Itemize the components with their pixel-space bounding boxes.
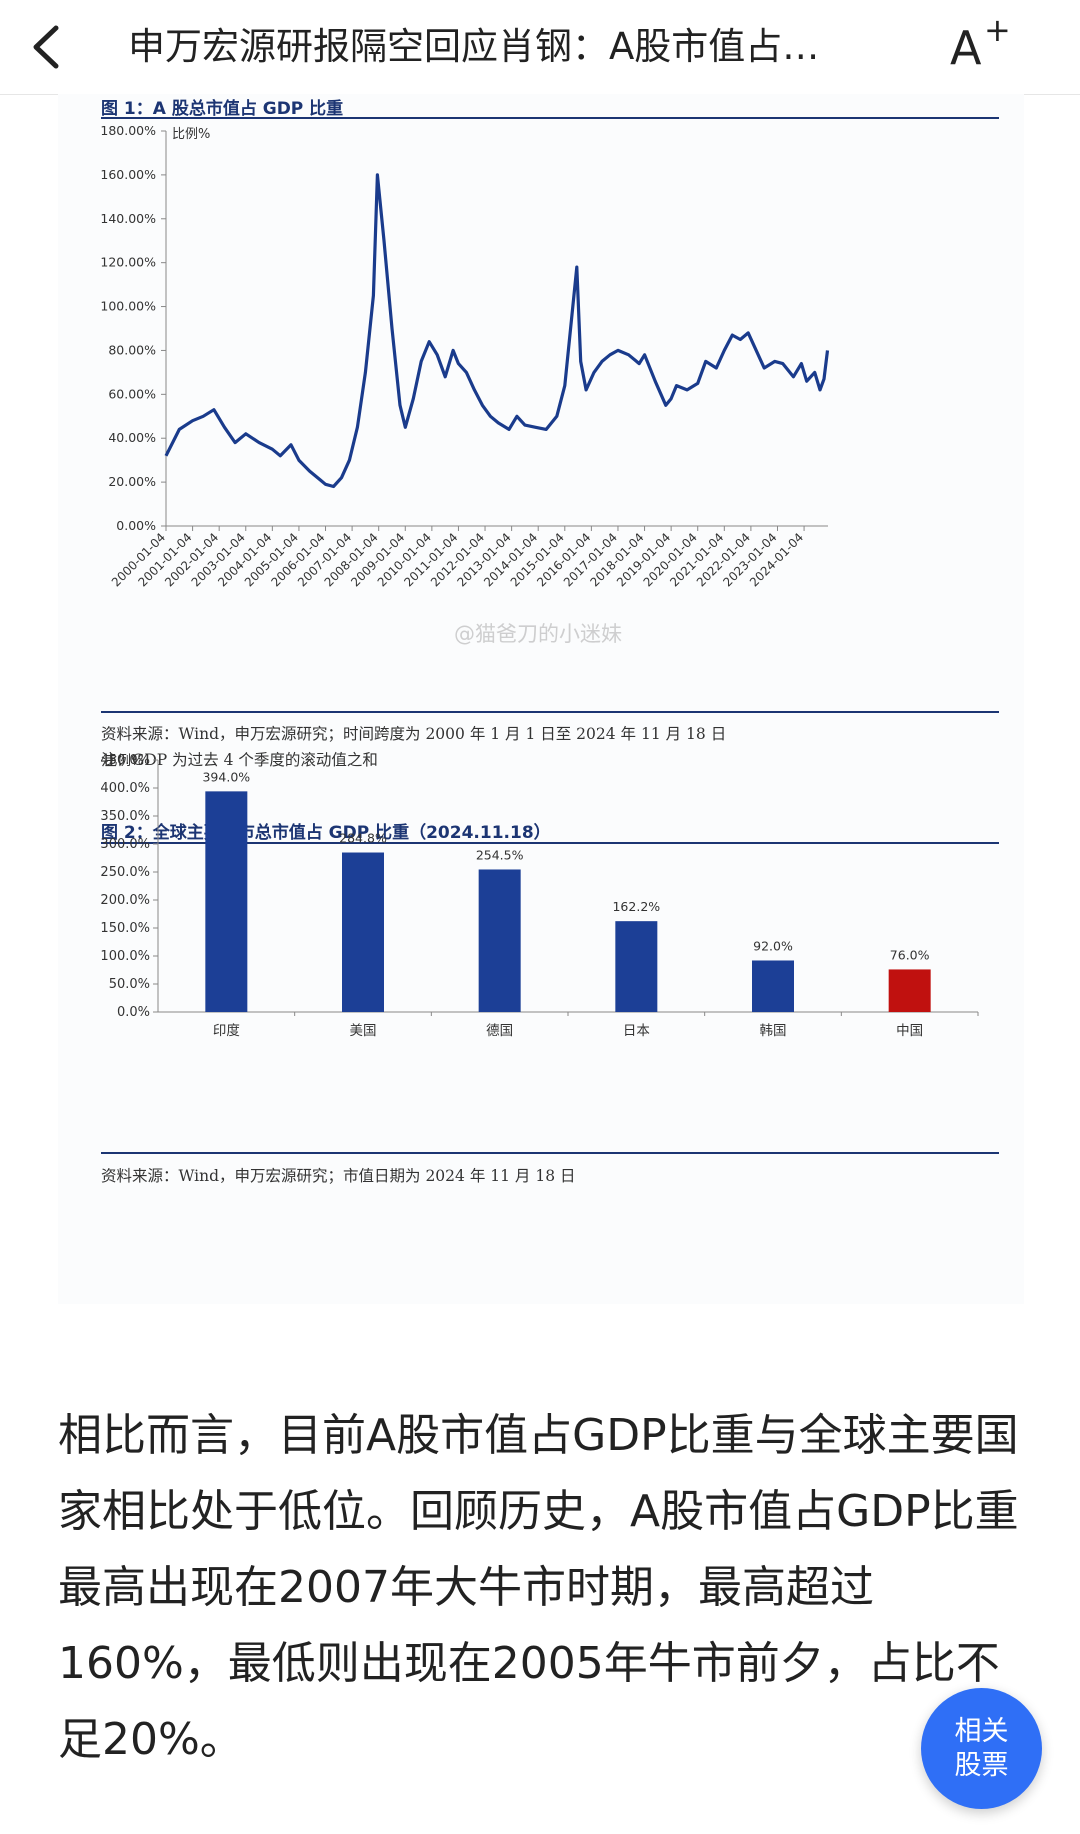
back-button[interactable] [26,22,74,72]
y-tick-label: 200.0% [100,893,150,908]
bar-value-label: 394.0% [202,769,250,784]
figure2-top-rule [101,842,999,844]
bar-value-label: 76.0% [890,947,930,962]
top-bar: 申万宏源研报隔空回应肖钢：A股市值占… A + [0,0,1080,95]
bar [342,852,384,1012]
related-stocks-label-2: 股票 [954,1749,1009,1781]
x-tick-label: 美国 [350,1023,377,1039]
figure2-source: 资料来源：Wind，申万宏源研究；市值日期为 2024 年 11 月 18 日 [101,1167,576,1185]
x-tick-label: 德国 [486,1023,513,1039]
chevron-left-icon [33,25,59,69]
y-tick-label: 100.00% [100,299,156,314]
figure2-bottom-rule [101,1152,999,1154]
figure1-top-rule [101,117,999,119]
bar [205,791,248,1012]
y-tick-label: 180.00% [100,123,156,138]
related-stocks-button[interactable]: 相关 股票 [921,1688,1042,1809]
y-axis-label: 比例% [172,127,210,142]
bar [752,960,794,1012]
y-tick-label: 20.00% [108,474,156,489]
x-tick-label: 中国 [896,1023,923,1039]
y-tick-label: 0.0% [117,1005,150,1020]
watermark: @猫爸刀的小迷妹 [454,622,622,646]
bar [888,969,931,1012]
font-size-letter: A [950,21,982,75]
figure1-note: 注：GDP 为过去 4 个季度的滚动值之和 [101,751,378,769]
bar-value-label: 92.0% [753,938,793,953]
y-tick-label: 160.00% [100,167,156,182]
y-tick-label: 300.0% [100,837,150,852]
x-tick-label: 印度 [213,1023,240,1039]
bar-value-label: 284.8% [339,831,387,846]
series-line [164,173,830,489]
figure1-source: 资料来源：Wind，申万宏源研究；时间跨度为 2000 年 1 月 1 日至 2… [101,725,727,743]
article-paragraph: 相比而言，目前A股市值占GDP比重与全球主要国家相比处于低位。回顾历史，A股市值… [58,1410,1019,1765]
y-tick-label: 80.00% [108,342,156,357]
bar [615,921,658,1012]
y-axis-label: 比例% [104,753,144,769]
y-tick-label: 0.00% [116,518,156,533]
related-stocks-label-1: 相关 [954,1715,1009,1747]
figure1-bottom-rule [101,711,999,713]
y-tick-label: 150.0% [100,921,150,936]
font-size-plus: + [984,11,1011,49]
report-image: 图 1：A 股总市值占 GDP 比重 0.00% 20.00% 40.00% 60.0… [58,94,1024,1304]
y-tick-label: 50.0% [109,977,150,992]
bar-value-label: 162.2% [612,899,660,914]
y-tick-label: 250.0% [100,865,150,880]
bar-value-label: 254.5% [476,847,524,862]
font-size-button[interactable]: A + [950,14,1020,78]
y-tick-label: 350.0% [100,809,150,824]
article-body: 相比而言，目前A股市值占GDP比重与全球主要国家相比处于低位。回顾历史，A股市值… [58,1398,1028,1778]
bar [478,869,521,1012]
line-chart: 0.00% 20.00% 40.00% 60.00% 80.00% 100.00% 120.… [100,123,830,589]
y-tick-label: 140.00% [100,211,156,226]
article-title: 申万宏源研报隔空回应肖钢：A股市值占… [128,25,820,68]
x-tick-label: 韩国 [760,1023,787,1039]
y-tick-label: 120.00% [100,255,156,270]
y-tick-label: 40.00% [108,430,156,445]
font-size-icon: A + [950,14,1020,78]
y-tick-label: 60.00% [108,386,156,401]
y-tick-label: 400.0% [100,781,150,796]
figure1-title: 图 1：A 股总市值占 GDP 比重 [101,99,344,119]
y-tick-label: 450.0% [100,753,150,768]
bar-chart: 0.0% 50.0% 100.0% 150.0% 200.0% 250.0% 300.0% 3… [100,753,979,1039]
y-tick-label: 100.0% [100,949,150,964]
x-tick-label: 日本 [623,1023,650,1039]
